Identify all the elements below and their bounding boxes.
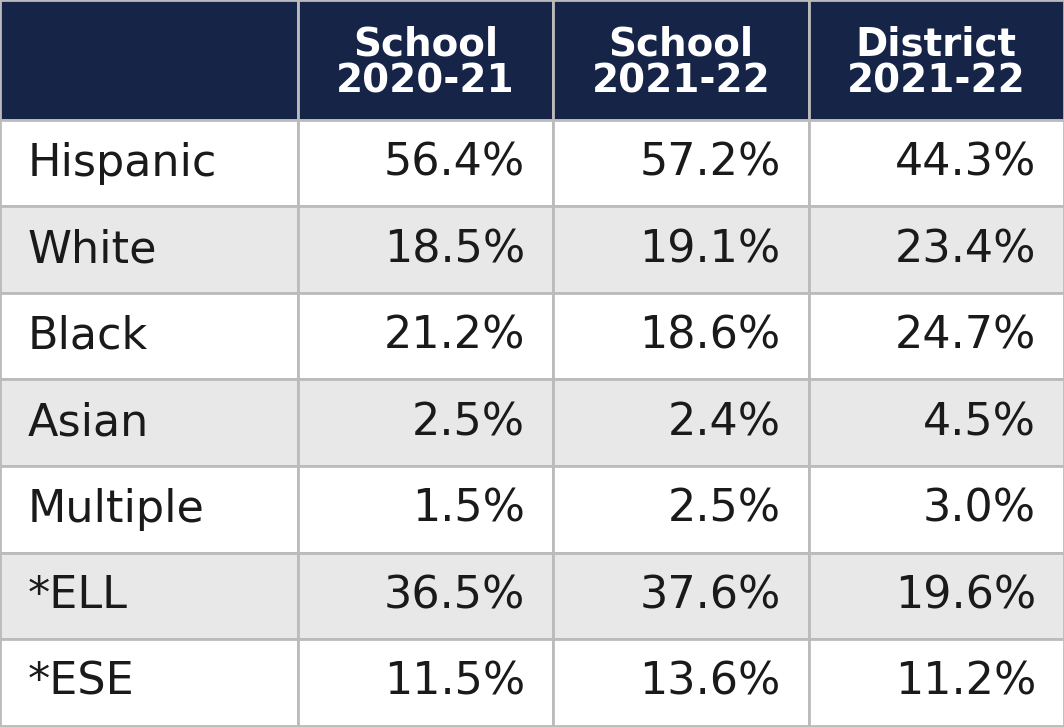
Text: 2021-22: 2021-22 bbox=[592, 63, 770, 100]
Bar bbox=[809, 639, 1064, 726]
Text: 2.5%: 2.5% bbox=[667, 488, 781, 531]
Bar bbox=[298, 466, 553, 553]
Bar bbox=[809, 379, 1064, 466]
Text: 24.7%: 24.7% bbox=[895, 315, 1036, 358]
Bar bbox=[553, 0, 809, 120]
Bar bbox=[0, 293, 298, 379]
Text: 18.6%: 18.6% bbox=[639, 315, 781, 358]
Bar bbox=[809, 0, 1064, 120]
Bar bbox=[0, 466, 298, 553]
Bar bbox=[0, 206, 298, 293]
Text: 11.5%: 11.5% bbox=[384, 661, 526, 704]
Bar bbox=[809, 206, 1064, 293]
Text: 13.6%: 13.6% bbox=[639, 661, 781, 704]
Text: 36.5%: 36.5% bbox=[384, 574, 526, 617]
Text: 19.1%: 19.1% bbox=[639, 228, 781, 271]
Text: White: White bbox=[28, 228, 157, 271]
Text: 2.4%: 2.4% bbox=[667, 401, 781, 444]
Text: 37.6%: 37.6% bbox=[639, 574, 781, 617]
Bar bbox=[553, 206, 809, 293]
Text: *ELL: *ELL bbox=[28, 574, 128, 617]
Bar bbox=[809, 120, 1064, 206]
Bar bbox=[298, 293, 553, 379]
Text: 44.3%: 44.3% bbox=[895, 142, 1036, 185]
Text: 1.5%: 1.5% bbox=[412, 488, 526, 531]
Bar bbox=[298, 553, 553, 639]
Text: 21.2%: 21.2% bbox=[384, 315, 526, 358]
Text: Black: Black bbox=[28, 315, 148, 358]
Text: 57.2%: 57.2% bbox=[639, 142, 781, 185]
Text: 2020-21: 2020-21 bbox=[336, 63, 515, 100]
Text: 3.0%: 3.0% bbox=[922, 488, 1036, 531]
Bar bbox=[553, 120, 809, 206]
Bar bbox=[0, 379, 298, 466]
Text: District: District bbox=[855, 25, 1017, 63]
Bar bbox=[553, 553, 809, 639]
Bar bbox=[298, 120, 553, 206]
Text: *ESE: *ESE bbox=[28, 661, 135, 704]
Text: School: School bbox=[609, 25, 753, 63]
Bar bbox=[0, 553, 298, 639]
Bar bbox=[298, 379, 553, 466]
Bar bbox=[0, 0, 298, 120]
Text: 18.5%: 18.5% bbox=[384, 228, 526, 271]
Text: Asian: Asian bbox=[28, 401, 149, 444]
Text: 19.6%: 19.6% bbox=[895, 574, 1036, 617]
Bar bbox=[809, 466, 1064, 553]
Text: 56.4%: 56.4% bbox=[384, 142, 526, 185]
Text: 2021-22: 2021-22 bbox=[847, 63, 1026, 100]
Bar bbox=[298, 0, 553, 120]
Bar bbox=[809, 553, 1064, 639]
Bar bbox=[553, 379, 809, 466]
Text: Multiple: Multiple bbox=[28, 488, 205, 531]
Bar bbox=[0, 120, 298, 206]
Text: School: School bbox=[353, 25, 498, 63]
Text: 2.5%: 2.5% bbox=[412, 401, 526, 444]
Bar bbox=[553, 293, 809, 379]
Text: 11.2%: 11.2% bbox=[895, 661, 1036, 704]
Text: Hispanic: Hispanic bbox=[28, 142, 217, 185]
Bar bbox=[553, 466, 809, 553]
Bar bbox=[0, 639, 298, 726]
Bar bbox=[298, 639, 553, 726]
Bar bbox=[298, 206, 553, 293]
Bar bbox=[553, 639, 809, 726]
Text: 23.4%: 23.4% bbox=[895, 228, 1036, 271]
Bar bbox=[809, 293, 1064, 379]
Text: 4.5%: 4.5% bbox=[922, 401, 1036, 444]
